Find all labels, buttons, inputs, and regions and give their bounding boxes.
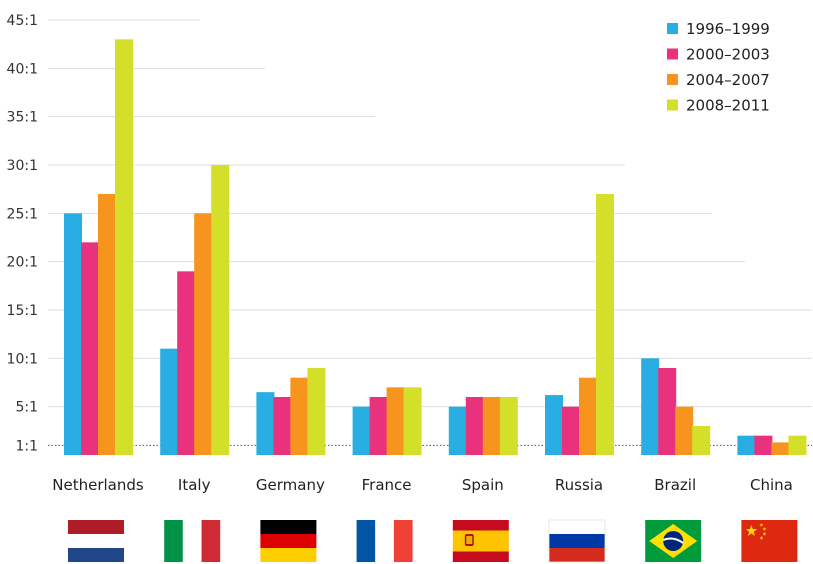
italy-flag bbox=[164, 520, 221, 562]
legend-label-1996-1999: 1996–1999 bbox=[686, 20, 770, 38]
germany-flag bbox=[260, 520, 317, 562]
x-tick-label-france: France bbox=[362, 476, 412, 494]
bar-netherlands-2008-2011 bbox=[115, 39, 133, 455]
legend-label-2000-2003: 2000–2003 bbox=[686, 46, 770, 64]
y-tick-label-10: 10:1 bbox=[7, 351, 38, 367]
bar-brazil-2004-2007 bbox=[675, 406, 694, 455]
bar-china-2008-2011 bbox=[788, 435, 807, 455]
bar-italy-1996-1999 bbox=[160, 348, 179, 455]
y-tick-label-5: 5:1 bbox=[15, 400, 38, 416]
x-tick-label-brazil: Brazil bbox=[654, 476, 696, 494]
bars bbox=[64, 39, 807, 455]
legend-label-2004-2007: 2004–2007 bbox=[686, 71, 770, 89]
russia-flag bbox=[548, 519, 606, 563]
x-tick-label-italy: Italy bbox=[178, 476, 211, 494]
bar-brazil-1996-1999 bbox=[641, 358, 660, 455]
y-tick-label-40: 40:1 bbox=[7, 61, 38, 77]
china-flag bbox=[741, 520, 798, 562]
bar-netherlands-1996-1999 bbox=[64, 213, 82, 455]
x-tick-label-spain: Spain bbox=[462, 476, 504, 494]
bar-spain-1996-1999 bbox=[448, 406, 467, 455]
bar-spain-2000-2003 bbox=[465, 397, 484, 455]
bar-france-2000-2003 bbox=[369, 397, 388, 455]
y-tick-label-20: 20:1 bbox=[7, 255, 38, 271]
bar-brazil-2000-2003 bbox=[658, 368, 677, 455]
legend-swatch-2000-2003 bbox=[667, 48, 678, 60]
x-axis: Netherlands Italy Germany France Spain Russia… bbox=[52, 476, 793, 494]
netherlands-flag bbox=[68, 520, 124, 562]
spain-flag bbox=[452, 520, 509, 562]
legend-swatch-1996-1999 bbox=[667, 23, 678, 34]
bar-china-2000-2003 bbox=[754, 435, 773, 455]
bar-france-2008-2011 bbox=[403, 387, 422, 455]
bar-netherlands-2000-2003 bbox=[81, 242, 99, 455]
legend: 1996–1999 2000–2003 2004–2007 2008–2011 bbox=[667, 20, 770, 115]
bar-brazil-2008-2011 bbox=[692, 426, 711, 455]
france-flag bbox=[356, 520, 413, 562]
bar-china-2004-2007 bbox=[771, 442, 790, 455]
y-tick-label-25: 25:1 bbox=[7, 206, 38, 222]
x-tick-label-germany: Germany bbox=[256, 476, 325, 494]
bar-france-1996-1999 bbox=[352, 406, 371, 455]
flag-row bbox=[68, 519, 798, 563]
x-tick-label-russia: Russia bbox=[555, 476, 603, 494]
x-tick-label-china: China bbox=[750, 476, 793, 494]
y-tick-label-35: 35:1 bbox=[7, 110, 38, 126]
x-tick-label-netherlands: Netherlands bbox=[52, 476, 144, 494]
legend-swatch-2008-2011 bbox=[667, 99, 678, 111]
bar-spain-2008-2011 bbox=[499, 397, 518, 455]
bar-italy-2004-2007 bbox=[194, 213, 213, 455]
bar-china-1996-1999 bbox=[737, 435, 756, 455]
y-tick-label-30: 30:1 bbox=[7, 158, 38, 174]
bar-france-2004-2007 bbox=[386, 387, 405, 455]
bar-russia-2008-2011 bbox=[596, 194, 614, 455]
bar-netherlands-2004-2007 bbox=[98, 194, 116, 455]
bar-russia-2004-2007 bbox=[579, 377, 597, 455]
y-axis: 45:1 40:1 35:1 30:1 25:1 20:1 15:1 10:1 5:1 1:1 bbox=[7, 13, 38, 454]
y-tick-label-45: 45:1 bbox=[7, 13, 38, 29]
bar-germany-2000-2003 bbox=[273, 397, 292, 455]
bar-italy-2008-2011 bbox=[211, 165, 230, 455]
y-tick-label-1: 1:1 bbox=[15, 438, 38, 454]
bar-spain-2004-2007 bbox=[482, 397, 501, 455]
bar-russia-2000-2003 bbox=[562, 406, 580, 455]
bar-germany-1996-1999 bbox=[256, 392, 275, 455]
y-tick-label-15: 15:1 bbox=[7, 303, 38, 319]
bar-russia-1996-1999 bbox=[545, 395, 563, 455]
bar-italy-2000-2003 bbox=[177, 271, 196, 455]
bar-germany-2008-2011 bbox=[307, 368, 326, 455]
legend-swatch-2004-2007 bbox=[667, 74, 678, 85]
bar-germany-2004-2007 bbox=[290, 377, 309, 455]
legend-label-2008-2011: 2008–2011 bbox=[686, 97, 770, 115]
brazil-flag bbox=[645, 520, 702, 562]
